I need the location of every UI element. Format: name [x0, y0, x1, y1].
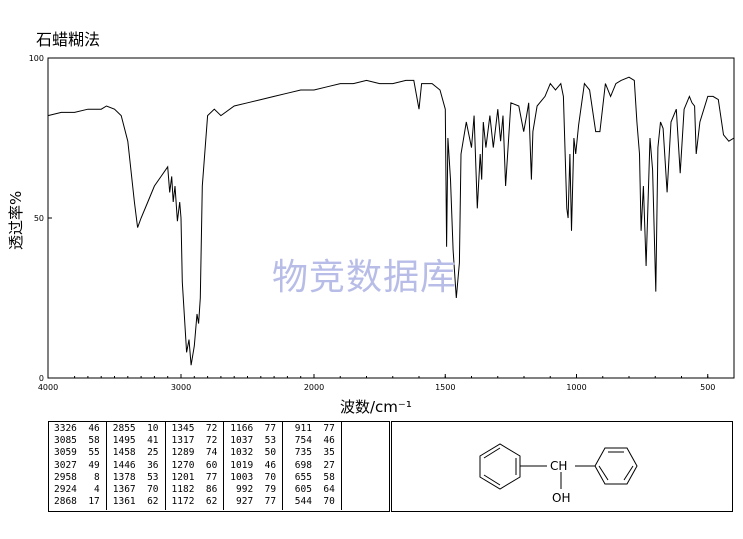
x-axis-ticks: 4000 3000 2000 1500 1000 500 [38, 374, 715, 392]
peak-entry: 1495 41 [112, 435, 159, 447]
ir-spectrum-chart: 4000 3000 2000 1500 1000 500 0 50 100 [29, 54, 735, 392]
x-tick-label: 1000 [566, 383, 586, 392]
peak-entry: 1367 70 [112, 483, 159, 495]
x-tick-label: 500 [700, 383, 715, 392]
peak-entry: 2958 8 [54, 471, 100, 483]
y-tick-label: 50 [34, 214, 44, 223]
x-axis-label: 波数/cm⁻¹ [340, 398, 412, 416]
watermark: 物竞数据库 [272, 257, 458, 298]
x-tick-label: 2000 [304, 383, 324, 392]
oh-label: OH [552, 491, 570, 505]
peak-column: 911 77 754 46 735 35 698 27 655 58 605 6… [282, 421, 342, 511]
peak-entry: 927 77 [230, 496, 277, 508]
peak-entry: 698 27 [289, 459, 335, 471]
peak-entry: 1270 60 [171, 459, 218, 471]
peak-entry: 2924 4 [54, 483, 100, 495]
peak-entry: 1345 72 [171, 423, 218, 434]
peak-column: 1345 72 1317 72 1289 74 1270 60 1201 77 1182 … [165, 421, 225, 511]
x-tick-label: 3000 [171, 383, 191, 392]
peak-table: 3326 46 3085 58 3059 55 3027 49 2958 8 2924 4… [48, 421, 342, 511]
peak-entry: 1019 46 [230, 459, 277, 471]
peak-entry: 1446 36 [112, 459, 159, 471]
peak-entry: 911 77 [289, 423, 335, 434]
y-tick-label: 0 [39, 374, 44, 383]
peak-entry: 735 35 [289, 447, 335, 459]
peak-entry: 3027 49 [54, 459, 100, 471]
peak-entry: 1378 53 [112, 471, 159, 483]
peak-entry: 1037 53 [230, 435, 277, 447]
peak-entry: 3085 58 [54, 435, 100, 447]
peak-entry: 3326 46 [54, 423, 100, 434]
peak-entry: 992 79 [230, 483, 277, 495]
x-tick-label: 1500 [435, 383, 455, 392]
peak-column: 2855 10 1495 41 1458 25 1446 36 1378 53 1367 … [106, 421, 166, 511]
x-tick-label: 4000 [38, 383, 58, 392]
peak-entry: 1361 62 [112, 496, 159, 508]
peak-entry: 3059 55 [54, 447, 100, 459]
peak-column: 3326 46 3085 58 3059 55 3027 49 2958 8 2924 4… [48, 421, 107, 511]
peak-entry: 544 70 [289, 496, 335, 508]
peak-entry: 1458 25 [112, 447, 159, 459]
peak-entry: 605 64 [289, 483, 335, 495]
peak-entry: 1317 72 [171, 435, 218, 447]
peak-entry: 1032 50 [230, 447, 277, 459]
transmittance-trace [47, 76, 735, 366]
peak-column: 1166 77 1037 53 1032 50 1019 46 1003 70 992 … [223, 421, 284, 511]
benzhydrol-structure: CH OH [479, 443, 638, 505]
peak-entry: 655 58 [289, 471, 335, 483]
structure-box: CH OH [391, 421, 733, 512]
y-tick-label: 100 [29, 54, 44, 63]
ch-label: CH [550, 459, 567, 473]
peak-entry: 1166 77 [230, 423, 277, 434]
peak-entry: 1003 70 [230, 471, 277, 483]
peak-entry: 754 46 [289, 435, 335, 447]
peak-entry: 1201 77 [171, 471, 218, 483]
y-axis-label: 透过率% [7, 190, 25, 250]
plot-frame [47, 57, 735, 379]
method-label: 石蜡糊法 [36, 30, 101, 49]
peak-entry: 1289 74 [171, 447, 218, 459]
left-phenyl-ring [479, 443, 521, 490]
y-axis-ticks: 0 50 100 [29, 54, 52, 383]
peak-entry: 2868 17 [54, 496, 100, 508]
peak-entry: 1172 62 [171, 496, 218, 508]
peak-entry: 2855 10 [112, 423, 159, 434]
right-phenyl-ring [594, 447, 638, 485]
peak-entry: 1182 86 [171, 483, 218, 495]
